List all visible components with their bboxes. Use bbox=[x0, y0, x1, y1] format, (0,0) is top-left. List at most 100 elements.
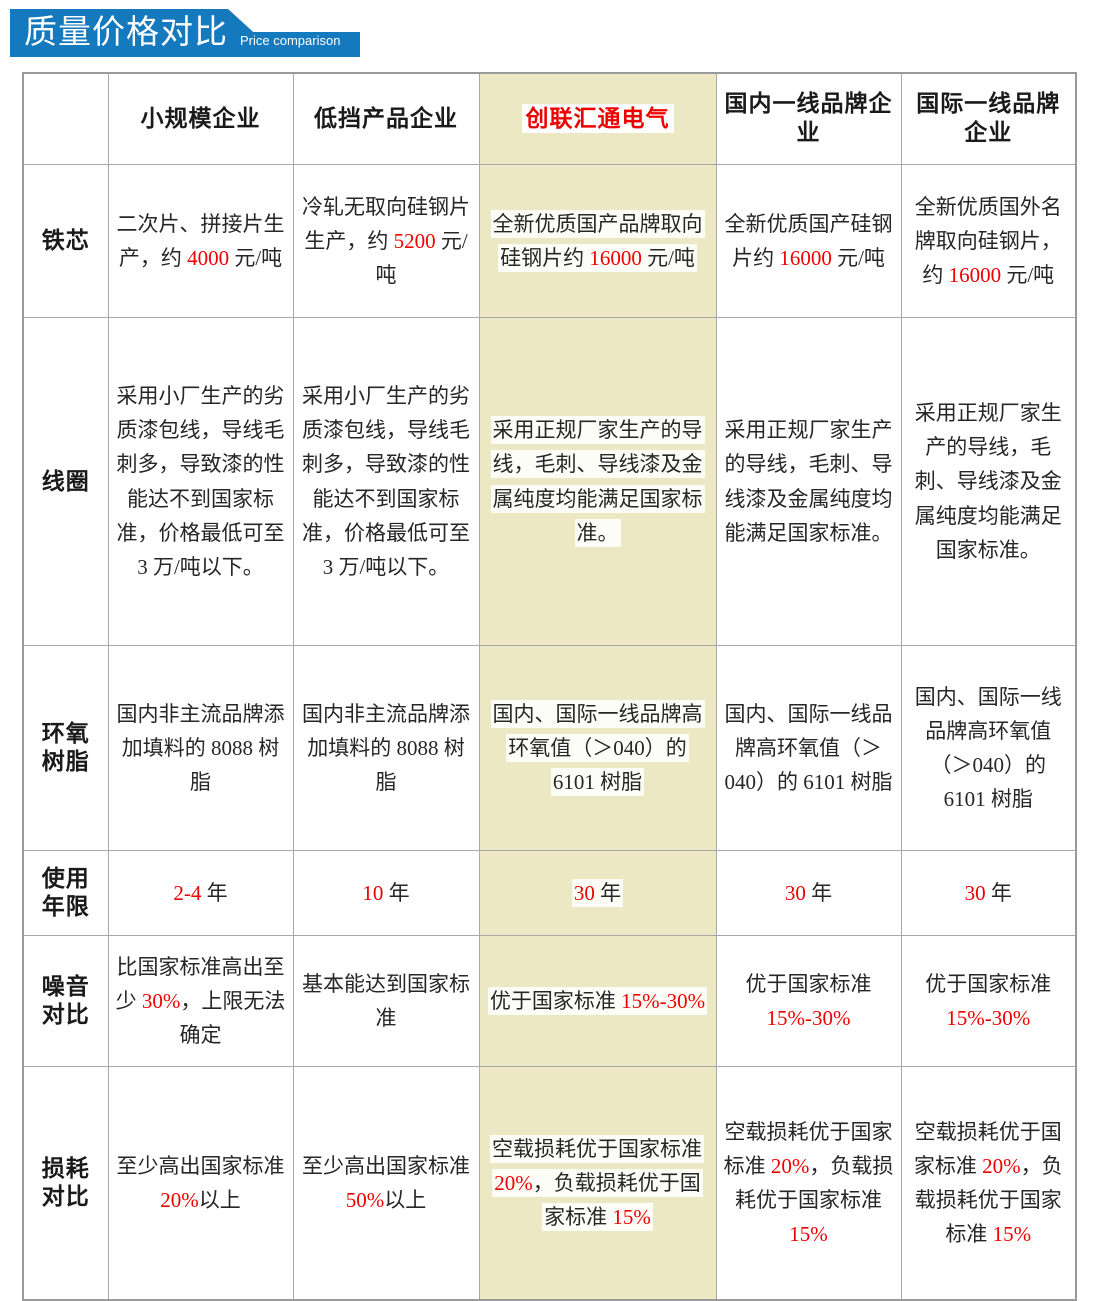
column-header-label: 低挡产品企业 bbox=[314, 105, 458, 131]
cell-row_zaoyin-col_brand: 优于国家标准 15%-30% bbox=[478, 935, 717, 1067]
highlight-value: 15%-30% bbox=[621, 988, 706, 1013]
cell-text: 空载损耗优于国家标准 bbox=[723, 1119, 893, 1178]
cell-text: 元/吨 bbox=[375, 228, 468, 287]
cell-row_xianquan-col_small: 采用小厂生产的劣质漆包线，导线毛刺多，导致漆的性能达不到国家标准，价格最低可至 … bbox=[107, 317, 294, 646]
cell-text: 元/吨 bbox=[831, 246, 885, 270]
cell-row_nianxian-col_domestic: 30 年 bbox=[715, 850, 902, 936]
cell-text: 二次片、拼接片生产，约 bbox=[116, 211, 285, 270]
cell-text: 国内、国际一线品牌高环氧值（＞040）的 6101 树脂 bbox=[492, 701, 703, 794]
cell-row_tiexin-col_small: 二次片、拼接片生产，约 4000 元/吨 bbox=[107, 164, 294, 318]
cell-row_huanyang-col_small: 国内非主流品牌添加填料的 8088 树脂 bbox=[107, 645, 294, 851]
cell-text: 优于国家标准 bbox=[489, 988, 622, 1013]
highlight-value: 16000 bbox=[589, 246, 642, 270]
cell-row_xianquan-col_lowend: 采用小厂生产的劣质漆包线，导线毛刺多，导致漆的性能达不到国家标准，价格最低可至 … bbox=[292, 317, 480, 646]
cell-text: 优于国家标准 bbox=[745, 971, 872, 996]
cell-text: 年 bbox=[985, 880, 1012, 905]
row-label-row_nianxian: 使用年限 bbox=[22, 850, 109, 936]
cell-text: 空载损耗优于国家标准 bbox=[492, 1136, 702, 1161]
table-row: 噪音对比 比国家标准高出至少 30%，上限无法确定 基本能达到国家标准 优于国家标准 … bbox=[22, 935, 1077, 1067]
cell-row_zaoyin-col_lowend: 基本能达到国家标准 bbox=[292, 935, 480, 1067]
cell-text: ，负载损耗优于国家标准 bbox=[532, 1170, 701, 1229]
table-header-row: 小规模企业 低挡产品企业 创联汇通电气 国内一线品牌企业 国际一线品牌企业 bbox=[22, 72, 1077, 165]
column-header-col_international: 国际一线品牌企业 bbox=[900, 72, 1077, 165]
cell-text: ，负载损耗优于国家标准 bbox=[914, 1153, 1063, 1247]
cell-row_zaoyin-col_international: 优于国家标准 15%-30% bbox=[900, 935, 1077, 1067]
cell-row_tiexin-col_brand: 全新优质国产品牌取向硅钢片约 16000 元/吨 bbox=[478, 164, 717, 318]
highlighted-cell-text: 全新优质国产品牌取向硅钢片约 16000 元/吨 bbox=[491, 210, 704, 271]
column-header-col_brand: 创联汇通电气 bbox=[478, 72, 717, 165]
cell-text: 全新优质国产品牌取向硅钢片约 bbox=[492, 211, 703, 270]
cell-row_sunhao-col_domestic: 空载损耗优于国家标准 20%，负载损耗优于国家标准 15% bbox=[715, 1066, 902, 1301]
column-header-col_domestic: 国内一线品牌企业 bbox=[715, 72, 902, 165]
cell-text: 采用正规厂家生产的导线，毛刺、导线漆及金属纯度均能满足国家标准。 bbox=[914, 401, 1062, 562]
cell-text: 年 bbox=[594, 880, 622, 905]
comparison-table-wrapper: 小规模企业 低挡产品企业 创联汇通电气 国内一线品牌企业 国际一线品牌企业 铁芯… bbox=[22, 72, 1077, 1301]
highlight-value: 15% bbox=[612, 1205, 651, 1229]
cell-text: 采用正规厂家生产的导线，毛刺、导线漆及金属纯度均能满足国家标准。 bbox=[492, 418, 703, 545]
highlight-value: 15%-30% bbox=[766, 1006, 851, 1030]
highlight-value: 5200 bbox=[393, 228, 436, 253]
cell-row_sunhao-col_international: 空载损耗优于国家标准 20%，负载损耗优于国家标准 15% bbox=[900, 1066, 1077, 1301]
cell-row_nianxian-col_brand: 30 年 bbox=[478, 850, 717, 936]
highlight-value: 15% bbox=[992, 1222, 1032, 1247]
highlight-value: 2-4 bbox=[173, 880, 202, 905]
cell-row_sunhao-col_brand: 空载损耗优于国家标准 20%，负载损耗优于国家标准 15% bbox=[478, 1066, 717, 1301]
cell-text: 年 bbox=[805, 880, 833, 905]
cell-row_zaoyin-col_small: 比国家标准高出至少 30%，上限无法确定 bbox=[107, 935, 294, 1067]
cell-row_sunhao-col_small: 至少高出国家标准 20%以上 bbox=[107, 1066, 294, 1301]
table-row: 线圈 采用小厂生产的劣质漆包线，导线毛刺多，导致漆的性能达不到国家标准，价格最低可… bbox=[22, 317, 1077, 646]
brand-name-label: 创联汇通电气 bbox=[521, 103, 674, 133]
highlighted-cell-text: 优于国家标准 15%-30% bbox=[488, 987, 707, 1014]
cell-text: 全新优质国产硅钢片约 bbox=[724, 211, 893, 270]
comparison-table: 小规模企业 低挡产品企业 创联汇通电气 国内一线品牌企业 国际一线品牌企业 铁芯… bbox=[22, 72, 1077, 1301]
column-header-label: 国际一线品牌企业 bbox=[916, 91, 1061, 145]
cell-text: ，上限无法确定 bbox=[179, 988, 286, 1047]
cell-row_xianquan-col_domestic: 采用正规厂家生产的导线，毛刺、导线漆及金属纯度均能满足国家标准。 bbox=[715, 317, 902, 646]
cell-text: 全新优质国外名牌取向硅钢片，约 bbox=[914, 194, 1062, 287]
row-label-row_huanyang: 环氧树脂 bbox=[22, 645, 109, 851]
table-row: 损耗对比 至少高出国家标准 20%以上 至少高出国家标准 50%以上 空载损耗优于国家… bbox=[22, 1066, 1077, 1301]
column-header-label: 小规模企业 bbox=[140, 105, 261, 131]
highlighted-cell-text: 采用正规厂家生产的导线，毛刺、导线漆及金属纯度均能满足国家标准。 bbox=[491, 417, 704, 546]
cell-text: 国内非主流品牌添加填料的 8088 树脂 bbox=[302, 701, 470, 794]
cell-text: 元/吨 bbox=[229, 246, 283, 270]
cell-text: 至少高出国家标准 bbox=[302, 1153, 470, 1178]
cell-text: 国内、国际一线品牌高环氧值（＞040）的 6101 树脂 bbox=[914, 684, 1062, 812]
cell-row_huanyang-col_international: 国内、国际一线品牌高环氧值（＞040）的 6101 树脂 bbox=[900, 645, 1077, 851]
table-row: 环氧树脂 国内非主流品牌添加填料的 8088 树脂 国内非主流品牌添加填料的 808… bbox=[22, 645, 1077, 851]
cell-row_tiexin-col_lowend: 冷轧无取向硅钢片生产，约 5200 元/吨 bbox=[292, 164, 480, 318]
highlight-value: 20% bbox=[160, 1188, 199, 1212]
column-header-label: 国内一线品牌企业 bbox=[724, 91, 893, 145]
highlight-value: 30 bbox=[964, 880, 986, 905]
highlight-value: 30% bbox=[141, 988, 181, 1013]
cell-row_zaoyin-col_domestic: 优于国家标准 15%-30% bbox=[715, 935, 902, 1067]
cell-text: 优于国家标准 bbox=[925, 971, 1052, 996]
cell-row_nianxian-col_international: 30 年 bbox=[900, 850, 1077, 936]
highlight-value: 30 bbox=[573, 880, 595, 905]
highlight-value: 16000 bbox=[948, 263, 1002, 287]
cell-row_huanyang-col_domestic: 国内、国际一线品牌高环氧值（＞040）的 6101 树脂 bbox=[715, 645, 902, 851]
highlight-value: 20% bbox=[494, 1170, 533, 1195]
column-header-col_small: 小规模企业 bbox=[107, 72, 294, 165]
cell-text: 冷轧无取向硅钢片生产，约 bbox=[302, 194, 470, 253]
cell-text: ，负载损耗优于国家标准 bbox=[735, 1153, 894, 1212]
cell-text: 基本能达到国家标准 bbox=[302, 971, 470, 1030]
cell-text: 比国家标准高出至少 bbox=[115, 954, 285, 1013]
banner-subtitle: Price comparison bbox=[240, 33, 341, 48]
cell-text: 年 bbox=[383, 880, 410, 905]
page-banner: 质量价格对比 Price comparison bbox=[0, 0, 1100, 72]
table-corner-cell bbox=[22, 72, 109, 165]
cell-row_huanyang-col_lowend: 国内非主流品牌添加填料的 8088 树脂 bbox=[292, 645, 480, 851]
cell-text: 年 bbox=[201, 880, 228, 905]
row-label-row_sunhao: 损耗对比 bbox=[22, 1066, 109, 1301]
cell-text: 元/吨 bbox=[1001, 263, 1055, 287]
highlight-value: 30 bbox=[784, 880, 806, 905]
highlight-value: 15%-30% bbox=[946, 1006, 1031, 1030]
highlight-value: 15% bbox=[789, 1222, 828, 1247]
cell-text: 采用小厂生产的劣质漆包线，导线毛刺多，导致漆的性能达不到国家标准，价格最低可至 … bbox=[302, 384, 470, 579]
column-header-col_lowend: 低挡产品企业 bbox=[292, 72, 480, 165]
row-label-row_zaoyin: 噪音对比 bbox=[22, 935, 109, 1067]
highlight-value: 20% bbox=[982, 1153, 1021, 1178]
cell-row_tiexin-col_domestic: 全新优质国产硅钢片约 16000 元/吨 bbox=[715, 164, 902, 318]
highlight-value: 4000 bbox=[187, 246, 230, 270]
